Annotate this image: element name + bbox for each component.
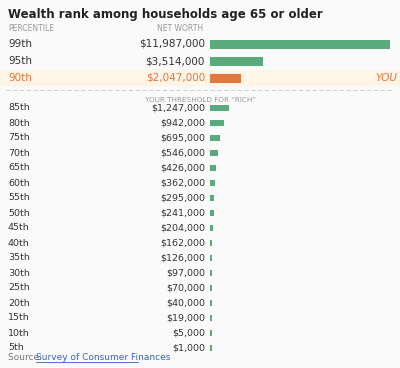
Text: $19,000: $19,000: [166, 314, 205, 322]
Text: $11,987,000: $11,987,000: [139, 39, 205, 49]
Bar: [210, 57, 263, 66]
Bar: [210, 345, 212, 351]
Bar: [210, 330, 212, 336]
Bar: [0, 70, 400, 86]
Bar: [210, 255, 212, 261]
Text: $97,000: $97,000: [166, 269, 205, 277]
Text: 60th: 60th: [8, 178, 30, 188]
Text: 85th: 85th: [8, 103, 30, 113]
Bar: [210, 120, 224, 126]
Bar: [210, 74, 241, 82]
Text: $3,514,000: $3,514,000: [146, 56, 205, 66]
Text: $1,000: $1,000: [172, 343, 205, 353]
Bar: [210, 135, 220, 141]
Text: 95th: 95th: [8, 56, 32, 66]
Text: $5,000: $5,000: [172, 329, 205, 337]
Text: $546,000: $546,000: [160, 149, 205, 158]
Text: 15th: 15th: [8, 314, 30, 322]
Text: 20th: 20th: [8, 298, 30, 308]
Bar: [210, 240, 212, 246]
Text: 90th: 90th: [8, 73, 32, 83]
Bar: [210, 105, 229, 111]
Bar: [210, 300, 212, 306]
Text: $126,000: $126,000: [160, 254, 205, 262]
Text: 75th: 75th: [8, 134, 30, 142]
Text: $362,000: $362,000: [160, 178, 205, 188]
Text: 70th: 70th: [8, 149, 30, 158]
Bar: [210, 39, 390, 49]
Text: 99th: 99th: [8, 39, 32, 49]
Text: 30th: 30th: [8, 269, 30, 277]
Bar: [210, 285, 212, 291]
Text: 10th: 10th: [8, 329, 30, 337]
Text: 45th: 45th: [8, 223, 30, 233]
Text: 40th: 40th: [8, 238, 30, 248]
Text: Source:: Source:: [8, 354, 45, 362]
Bar: [210, 165, 216, 171]
Text: $204,000: $204,000: [160, 223, 205, 233]
Text: $426,000: $426,000: [160, 163, 205, 173]
Bar: [210, 225, 213, 231]
Text: Survey of Consumer Finances: Survey of Consumer Finances: [36, 354, 170, 362]
Text: $942,000: $942,000: [160, 118, 205, 127]
Text: 25th: 25th: [8, 283, 30, 293]
Text: $40,000: $40,000: [166, 298, 205, 308]
Text: 50th: 50th: [8, 209, 30, 217]
Text: YOU: YOU: [375, 73, 397, 83]
Text: $695,000: $695,000: [160, 134, 205, 142]
Text: $162,000: $162,000: [160, 238, 205, 248]
Text: 80th: 80th: [8, 118, 30, 127]
Text: YOUR THRESHOLD FOR “RICH”: YOUR THRESHOLD FOR “RICH”: [144, 97, 256, 103]
Text: Wealth rank among households age 65 or older: Wealth rank among households age 65 or o…: [8, 8, 323, 21]
Bar: [210, 180, 216, 186]
Text: 65th: 65th: [8, 163, 30, 173]
Bar: [210, 270, 212, 276]
Text: $241,000: $241,000: [160, 209, 205, 217]
Text: $295,000: $295,000: [160, 194, 205, 202]
Text: NET WORTH: NET WORTH: [157, 24, 203, 33]
Bar: [210, 150, 218, 156]
Text: $70,000: $70,000: [166, 283, 205, 293]
Text: 35th: 35th: [8, 254, 30, 262]
Text: $1,247,000: $1,247,000: [151, 103, 205, 113]
Text: PERCENTILE: PERCENTILE: [8, 24, 54, 33]
Bar: [210, 210, 214, 216]
Text: $2,047,000: $2,047,000: [146, 73, 205, 83]
Bar: [210, 315, 212, 321]
Text: 55th: 55th: [8, 194, 30, 202]
Text: 5th: 5th: [8, 343, 24, 353]
Bar: [210, 195, 214, 201]
